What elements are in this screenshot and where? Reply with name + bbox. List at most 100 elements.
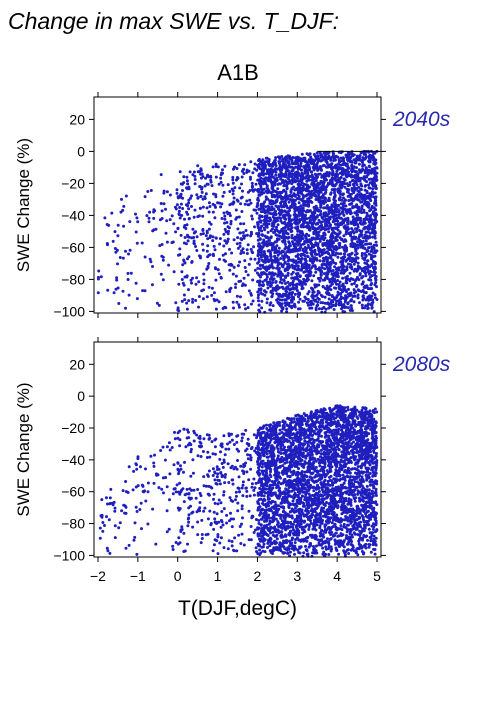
data-point: [346, 226, 350, 229]
data-point: [258, 207, 262, 211]
data-point: [318, 209, 322, 213]
data-point: [303, 254, 307, 258]
data-point: [285, 250, 289, 254]
data-point: [304, 210, 308, 214]
figure-title: Change in max SWE vs. T_DJF:: [8, 8, 339, 34]
data-point: [185, 487, 189, 491]
data-point: [228, 268, 232, 272]
data-point: [310, 236, 314, 240]
data-point: [235, 447, 239, 451]
data-point: [327, 306, 331, 310]
data-point: [320, 158, 324, 162]
data-point: [159, 202, 163, 205]
data-point: [366, 307, 370, 310]
data-point: [338, 243, 341, 247]
data-point: [345, 295, 349, 299]
data-point: [300, 152, 304, 156]
data-point: [310, 200, 314, 204]
data-point: [312, 274, 316, 278]
data-point: [256, 279, 260, 283]
data-point: [271, 286, 275, 290]
data-point: [282, 232, 286, 236]
data-point: [297, 173, 301, 177]
data-point: [107, 223, 111, 227]
data-point: [292, 180, 296, 184]
data-point: [193, 178, 197, 181]
data-point: [300, 217, 304, 221]
data-point: [259, 219, 263, 223]
data-point: [220, 217, 224, 220]
data-point: [212, 244, 216, 248]
data-point: [334, 175, 338, 178]
data-point: [293, 305, 297, 309]
data-point: [296, 277, 300, 281]
data-point: [238, 241, 242, 245]
data-point: [263, 211, 267, 215]
data-point: [330, 295, 334, 299]
data-point: [211, 239, 215, 243]
data-point: [286, 280, 290, 284]
data-point: [327, 297, 331, 301]
data-point: [321, 278, 325, 282]
data-point: [203, 184, 207, 188]
data-point: [243, 283, 247, 287]
data-point: [222, 211, 226, 215]
data-point: [197, 214, 201, 218]
data-point: [182, 470, 185, 474]
data-point: [234, 217, 238, 221]
data-point: [278, 182, 282, 186]
data-point: [286, 227, 290, 231]
data-point: [178, 507, 182, 511]
data-point: [208, 436, 212, 440]
data-point: [296, 253, 300, 257]
data-point: [354, 220, 358, 223]
data-point: [127, 543, 131, 547]
data-point: [187, 299, 191, 303]
data-point: [263, 220, 267, 224]
data-point: [214, 195, 218, 199]
data-point: [240, 504, 244, 508]
data-point: [263, 252, 267, 256]
data-point: [365, 174, 369, 178]
data-point: [286, 271, 290, 275]
data-point: [304, 259, 308, 263]
data-point: [202, 509, 206, 513]
data-point: [349, 291, 353, 295]
data-point: [352, 218, 355, 222]
data-point: [293, 292, 297, 296]
data-point: [243, 259, 247, 263]
data-point: [280, 210, 284, 214]
data-point: [235, 167, 239, 170]
data-point: [116, 223, 120, 227]
data-point: [334, 286, 338, 290]
data-point: [316, 175, 320, 179]
data-point: [303, 187, 307, 191]
data-point: [283, 301, 287, 305]
data-point: [287, 157, 291, 160]
data-point: [316, 214, 320, 218]
data-point: [240, 210, 244, 213]
data-point: [293, 237, 297, 241]
data-point: [186, 239, 190, 243]
data-point: [375, 298, 379, 301]
data-point: [161, 445, 165, 449]
data-point: [265, 184, 269, 188]
data-point: [145, 214, 149, 218]
data-point: [304, 176, 308, 180]
data-point: [290, 162, 294, 166]
data-point: [229, 262, 233, 266]
data-point: [270, 185, 274, 189]
data-point: [327, 156, 331, 160]
data-point: [361, 244, 365, 248]
data-point: [135, 216, 139, 220]
data-point: [350, 179, 354, 183]
data-point: [374, 240, 378, 244]
data-point: [268, 308, 272, 312]
data-point: [176, 195, 180, 199]
data-point: [97, 269, 101, 273]
data-point: [306, 171, 310, 174]
data-point: [178, 170, 182, 174]
data-point: [374, 187, 378, 190]
data-point: [298, 275, 302, 279]
data-point: [356, 261, 360, 265]
